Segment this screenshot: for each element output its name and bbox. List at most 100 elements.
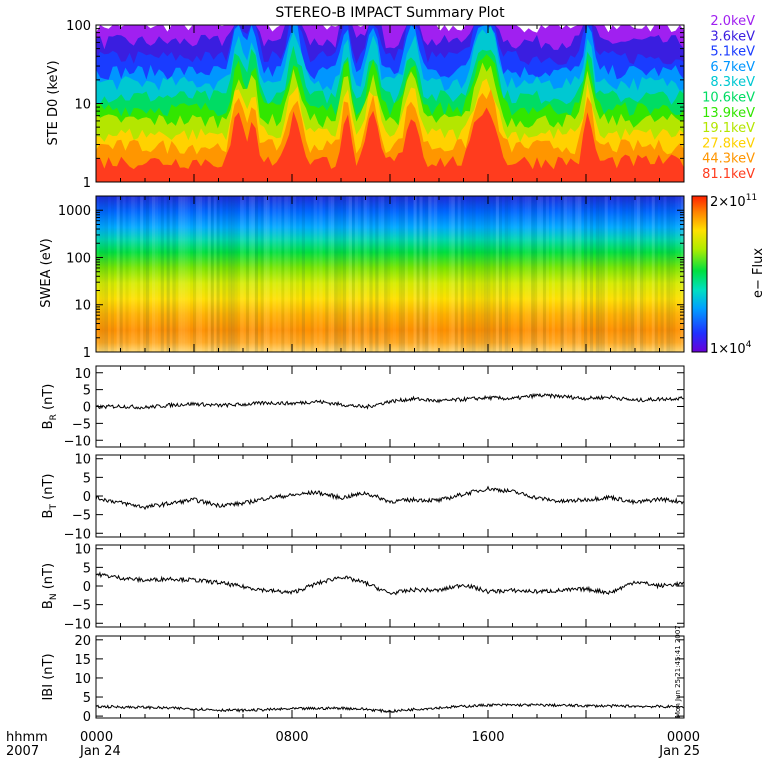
swea-time-stripe xyxy=(308,196,311,352)
swea-time-stripe xyxy=(560,196,564,352)
swea-time-stripe xyxy=(411,196,414,352)
swea-time-stripe xyxy=(98,196,103,352)
swea-time-stripe xyxy=(325,196,329,352)
swea-time-stripe xyxy=(101,196,106,352)
swea-time-stripe xyxy=(678,196,682,352)
swea-time-stripe xyxy=(251,196,255,352)
swea-time-stripe xyxy=(651,196,655,352)
swea-time-stripe xyxy=(566,196,570,352)
swea-time-stripe xyxy=(569,196,573,352)
swea-time-stripe xyxy=(243,196,247,352)
swea-time-stripe xyxy=(672,196,676,352)
swea-time-stripe xyxy=(196,196,200,352)
swea-time-stripe xyxy=(190,196,193,352)
swea-time-stripe xyxy=(228,196,232,352)
time-tick-label: 1600 xyxy=(471,730,504,745)
swea-time-stripe xyxy=(363,196,367,352)
swea-time-stripe xyxy=(319,196,323,352)
swea-time-stripe xyxy=(534,196,538,352)
bmag-ytick-label: 10 xyxy=(74,672,91,687)
swea-time-stripe xyxy=(272,196,276,352)
br-frame xyxy=(95,365,685,448)
swea-time-stripe xyxy=(519,196,523,352)
swea-time-stripe xyxy=(263,196,267,352)
bt-ytick-label: −5 xyxy=(72,509,91,524)
swea-time-stripe xyxy=(116,196,120,352)
swea-ytick-label: 100 xyxy=(66,251,91,266)
bt-ytick-label: 0 xyxy=(83,490,91,505)
swea-time-stripe xyxy=(542,196,547,352)
swea-time-stripe xyxy=(428,196,432,352)
legend-entry-44.3kev: 44.3keV xyxy=(702,152,755,167)
swea-panel: 1 10 100 1000 SWEA (eV) 2×1011 1×104 e− Flu… xyxy=(39,193,766,361)
swea-time-stripe xyxy=(164,196,167,352)
swea-time-stripe xyxy=(104,196,108,352)
swea-time-stripe xyxy=(425,196,429,352)
time-tick-label: 0000 xyxy=(80,730,113,745)
swea-time-stripe xyxy=(310,196,314,352)
swea-time-stripe xyxy=(563,196,567,352)
swea-time-stripe xyxy=(293,196,297,352)
colorbar-label: e− Flux xyxy=(751,248,766,298)
swea-time-stripe xyxy=(169,196,173,352)
swea-time-stripe xyxy=(334,196,338,352)
swea-time-stripe xyxy=(258,196,261,352)
swea-time-stripe xyxy=(484,196,488,352)
bmag-panel: 20 15 10 5 0 IBI (nT) xyxy=(41,634,685,725)
swea-time-stripe xyxy=(419,196,423,352)
swea-time-stripe xyxy=(440,196,444,352)
swea-time-stripe xyxy=(522,196,526,352)
swea-time-stripe xyxy=(172,196,176,352)
legend-entry-2.0kev: 2.0keV xyxy=(710,14,755,29)
swea-time-stripe xyxy=(654,196,658,352)
swea-time-stripe xyxy=(245,196,250,352)
swea-time-stripe xyxy=(204,196,208,352)
swea-time-stripe xyxy=(531,196,535,352)
swea-time-stripe xyxy=(354,196,358,352)
swea-time-stripe xyxy=(187,196,191,352)
swea-time-stripe xyxy=(454,196,458,352)
swea-time-stripe xyxy=(478,196,482,352)
swea-time-stripe xyxy=(619,196,622,352)
bn-ylabel: BN (nT) xyxy=(41,563,59,609)
swea-time-stripe xyxy=(387,196,391,352)
swea-time-stripe xyxy=(593,196,596,352)
br-trace xyxy=(95,392,685,410)
swea-time-stripe xyxy=(337,196,341,352)
swea-time-stripe xyxy=(278,196,282,352)
swea-time-stripe xyxy=(198,196,203,352)
swea-time-stripe xyxy=(290,196,294,352)
swea-time-stripe xyxy=(434,196,438,352)
swea-time-stripe xyxy=(504,196,508,352)
swea-time-stripe xyxy=(575,196,579,352)
time-axis-label-top: hhmm xyxy=(6,730,48,745)
swea-time-stripe xyxy=(184,196,188,352)
swea-time-stripe xyxy=(317,196,320,352)
swea-time-stripe xyxy=(498,196,502,352)
swea-time-stripe xyxy=(469,196,473,352)
swea-time-stripe xyxy=(254,196,258,352)
swea-time-stripe xyxy=(384,196,388,352)
swea-time-stripe xyxy=(495,196,499,352)
swea-time-stripe xyxy=(357,196,361,352)
swea-time-stripe xyxy=(472,196,476,352)
swea-time-stripe xyxy=(642,196,646,352)
swea-time-stripe xyxy=(122,196,126,352)
bt-ytick-label: 10 xyxy=(74,453,91,468)
bt-ytick-label: 5 xyxy=(83,471,91,486)
legend-entry-8.3kev: 8.3keV xyxy=(710,75,755,90)
swea-time-stripe xyxy=(160,196,164,352)
bn-ytick-label: 0 xyxy=(83,580,91,595)
swea-time-stripe xyxy=(305,196,308,352)
swea-time-stripe xyxy=(284,196,288,352)
swea-axis-ticks: 1 10 100 1000 xyxy=(58,204,684,361)
swea-time-stripe xyxy=(348,196,352,352)
swea-time-stripe xyxy=(443,196,446,352)
legend-entry-3.6kev: 3.6keV xyxy=(710,29,755,44)
ste-legend: 2.0keV3.6keV5.1keV6.7keV8.3keV10.6keV13.… xyxy=(702,14,755,182)
swea-time-stripe xyxy=(220,196,223,352)
bn-ytick-label: 5 xyxy=(83,561,91,576)
colorbar-max-label: 2×1011 xyxy=(710,193,757,210)
swea-time-stripe xyxy=(595,196,599,352)
br-ytick-label: −5 xyxy=(72,417,91,432)
